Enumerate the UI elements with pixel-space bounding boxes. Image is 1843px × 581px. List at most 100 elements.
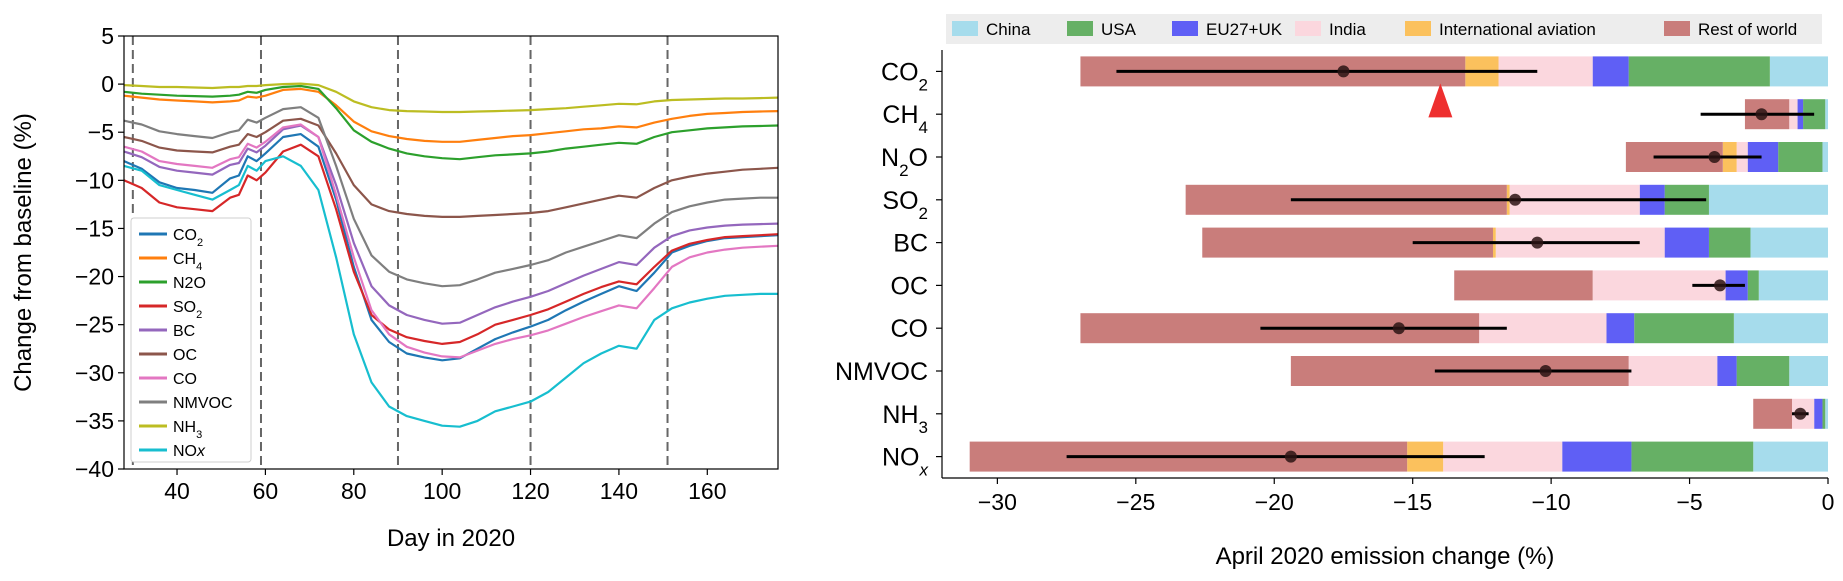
- bar-segment-co: [1606, 313, 1635, 344]
- category-label-n2o: N2O: [881, 144, 928, 180]
- bar-segment-nh3: [1825, 398, 1828, 429]
- bar-segment-ch4: [1825, 99, 1828, 130]
- series-line-n2o: [123, 84, 779, 161]
- bar-segment-so2: [1708, 184, 1828, 215]
- bar-segment-n2o: [1778, 142, 1823, 172]
- bar-segment-nh3: [1814, 398, 1823, 429]
- y-tick-label: −15: [75, 215, 114, 241]
- x-tick-label: −25: [1116, 489, 1155, 515]
- x-tick-label: 120: [511, 478, 549, 504]
- x-tick-label: 140: [600, 478, 638, 504]
- legend-label-nox: NOx: [173, 443, 206, 460]
- legend-label-usa: USA: [1101, 20, 1137, 39]
- x-axis-label: April 2020 emission change (%): [1216, 543, 1555, 570]
- legend-label-ch4: CH4: [173, 251, 202, 273]
- left-line-chart: 40 60 80 100 120 140 160 5 0 −5 −10 −15 −20 −25 −30 −35…: [10, 23, 779, 552]
- category-label-oc: OC: [891, 272, 929, 300]
- category-label-nh3: NH3: [882, 401, 928, 437]
- legend-label-so2: SO2: [173, 299, 202, 321]
- y-tick-label: −40: [75, 456, 114, 482]
- category-label-nmvoc: NMVOC: [835, 358, 928, 386]
- legend-label-oc: OC: [173, 347, 197, 364]
- bar-segment-nh3: [1753, 398, 1793, 429]
- bar-segment-nmvoc: [1717, 356, 1737, 386]
- bar-segment-nox: [1562, 441, 1632, 472]
- legend-label-n2o: N2O: [173, 275, 206, 292]
- series-line-bc: [123, 124, 779, 325]
- series-line-ch4: [123, 87, 779, 143]
- x-tick-label: 60: [253, 478, 279, 504]
- mean-marker: [1531, 236, 1544, 249]
- legend-swatch-international-aviation: [1405, 21, 1431, 36]
- legend-swatch-rest-of-world: [1664, 21, 1690, 36]
- x-tick-label: −10: [1532, 489, 1571, 515]
- bar-segment-nox: [1753, 441, 1828, 472]
- bar-segment-oc: [1747, 270, 1759, 301]
- bar-segment-co: [1634, 313, 1734, 344]
- y-tick-label: 5: [101, 23, 114, 49]
- mean-marker: [1708, 151, 1721, 163]
- x-tick-label: −30: [978, 489, 1017, 515]
- legend-label-india: India: [1329, 20, 1366, 39]
- bar-segment-co2: [1592, 56, 1629, 87]
- mean-marker: [1392, 322, 1405, 335]
- legend-swatch-india: [1295, 21, 1321, 36]
- y-axis-label: Change from baseline (%): [10, 113, 37, 392]
- red-triangle-marker: [1428, 83, 1453, 118]
- y-tick-label: −30: [75, 360, 114, 386]
- x-axis-label: Day in 2020: [387, 525, 515, 552]
- plot-frame: [123, 35, 779, 470]
- category-label-nox: NOx: [882, 444, 929, 480]
- legend-label-international-aviation: International aviation: [1439, 20, 1596, 39]
- legend-swatch-eu27-uk: [1172, 21, 1198, 36]
- mean-marker: [1337, 65, 1350, 78]
- category-label-co2: CO2: [881, 58, 928, 94]
- x-tick-label: 0: [1822, 489, 1835, 515]
- y-tick-label: −35: [75, 408, 114, 434]
- y-tick-label: 0: [101, 71, 114, 97]
- bar-segment-oc: [1758, 270, 1828, 301]
- y-tick-label: −20: [75, 264, 114, 290]
- legend-label-nh3: NH3: [173, 419, 202, 441]
- mean-marker: [1509, 193, 1522, 206]
- mean-marker: [1755, 108, 1768, 121]
- series-line-so2: [123, 143, 779, 345]
- bar-segment-nh3: [1822, 398, 1826, 429]
- right-bar-chart: CO2 CH4 N2O SO2 BC OC CO NMVOC NH3 NOx −30 −25 −20 −1…: [835, 14, 1834, 570]
- x-tick-label: 80: [341, 478, 367, 504]
- series-line-nh3: [123, 82, 779, 114]
- y-tick-label: −10: [75, 167, 114, 193]
- mean-marker: [1284, 450, 1297, 463]
- bar-segment-co: [1733, 313, 1828, 344]
- mean-marker: [1539, 365, 1552, 377]
- mean-marker: [1794, 407, 1807, 420]
- legend-label-bc: BC: [173, 323, 195, 340]
- bar-segment-bc: [1750, 227, 1828, 258]
- bar-segment-nox: [1631, 441, 1754, 472]
- legend-label-china: China: [986, 20, 1031, 39]
- legend-label-rest-of-world: Rest of world: [1698, 20, 1797, 39]
- y-tick-label: −25: [75, 312, 114, 338]
- x-tick-label: −20: [1255, 489, 1294, 515]
- bar-segment-co2: [1769, 56, 1828, 87]
- category-label-so2: SO2: [882, 187, 928, 223]
- bar-segment-nmvoc: [1736, 356, 1790, 386]
- legend-label-eu27-uk: EU27+UK: [1206, 20, 1283, 39]
- category-label-ch4: CH4: [882, 101, 928, 137]
- bar-segment-n2o: [1822, 142, 1828, 172]
- legend-swatch-usa: [1067, 21, 1093, 36]
- legend-label-co2: CO2: [173, 227, 203, 249]
- bar-segment-nmvoc: [1789, 356, 1828, 386]
- x-tick-label: 40: [164, 478, 190, 504]
- x-tick-label: −15: [1393, 489, 1432, 515]
- series-line-co2: [123, 133, 779, 362]
- series-line-nmvoc: [123, 106, 778, 288]
- bar-segment-co2: [1628, 56, 1770, 87]
- series-line-co: [123, 123, 779, 359]
- x-tick-label: 100: [423, 478, 461, 504]
- bar-segment-bc: [1664, 227, 1709, 258]
- category-label-co: CO: [891, 315, 929, 343]
- series-line-nox: [123, 155, 778, 428]
- bar-segment-bc: [1708, 227, 1751, 258]
